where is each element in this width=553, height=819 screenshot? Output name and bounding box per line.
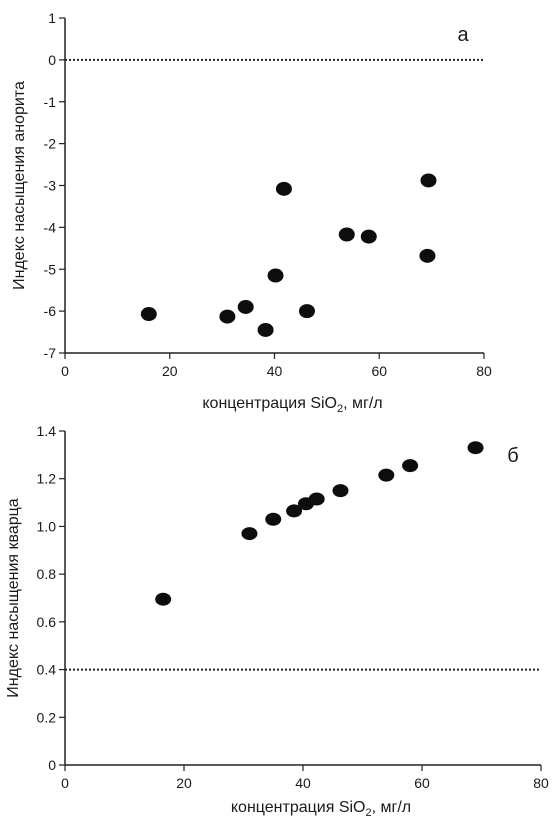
x-tick-label: 0 — [61, 363, 69, 379]
x-tick-label: 40 — [267, 363, 283, 379]
data-point — [257, 322, 274, 337]
y-tick-label: -4 — [44, 219, 57, 235]
x-tick-label: 80 — [476, 363, 492, 379]
x-tick-label: 20 — [162, 363, 178, 379]
y-tick-label: 1 — [48, 10, 56, 26]
y-tick-label: 1.2 — [37, 471, 57, 487]
y-tick-label: 1.4 — [37, 423, 57, 439]
data-point — [298, 304, 315, 319]
y-tick-label: -2 — [44, 136, 57, 152]
data-point — [265, 512, 282, 526]
x-tick-label: 60 — [414, 775, 430, 791]
data-point — [360, 229, 377, 244]
y-axis-label: Индекс насыщения анорита — [11, 81, 28, 290]
y-tick-label: 0 — [48, 757, 56, 773]
data-point — [419, 248, 436, 263]
y-tick-label: 0.8 — [37, 566, 57, 582]
data-point — [241, 527, 258, 541]
y-tick-label: -6 — [44, 303, 57, 319]
y-axis-label: Индекс насыщения кварца — [5, 498, 22, 697]
data-point — [378, 468, 395, 482]
data-point — [219, 309, 236, 324]
x-tick-label: 60 — [371, 363, 387, 379]
data-point — [237, 299, 254, 314]
data-point — [402, 459, 419, 473]
data-point — [308, 492, 325, 506]
chart-b: 0 0.2 0.4 0.6 0.8 1.0 1.2 1.4 0 20 40 60 80 концентра… — [5, 423, 549, 819]
x-axis-label: концентрация SiO2, мг/л — [231, 799, 411, 819]
y-tick-label: -3 — [44, 178, 57, 194]
data-point — [420, 173, 437, 188]
data-point — [155, 592, 172, 606]
data-point — [467, 441, 484, 455]
panel-label: а — [457, 24, 469, 46]
panel-label: б — [507, 445, 518, 467]
data-point — [140, 307, 157, 322]
y-tick-label: 1.0 — [37, 518, 57, 534]
x-tick-label: 20 — [176, 775, 192, 791]
x-axis-label: концентрация SiO2, мг/л — [202, 395, 382, 415]
data-point — [332, 484, 349, 498]
x-tick-label: 80 — [533, 775, 549, 791]
y-tick-label: 0.2 — [37, 709, 57, 725]
y-tick-label: 0 — [48, 52, 56, 68]
data-point — [338, 227, 355, 242]
x-tick-label: 40 — [295, 775, 311, 791]
y-tick-label: -1 — [44, 94, 57, 110]
y-tick-label: 0.4 — [37, 662, 57, 678]
y-tick-label: -5 — [44, 261, 57, 277]
y-tick-label: -7 — [44, 345, 57, 361]
data-point — [267, 268, 284, 283]
data-point — [275, 181, 292, 196]
y-tick-label: 0.6 — [37, 614, 57, 630]
x-tick-label: 0 — [61, 775, 69, 791]
data-point — [286, 504, 303, 518]
